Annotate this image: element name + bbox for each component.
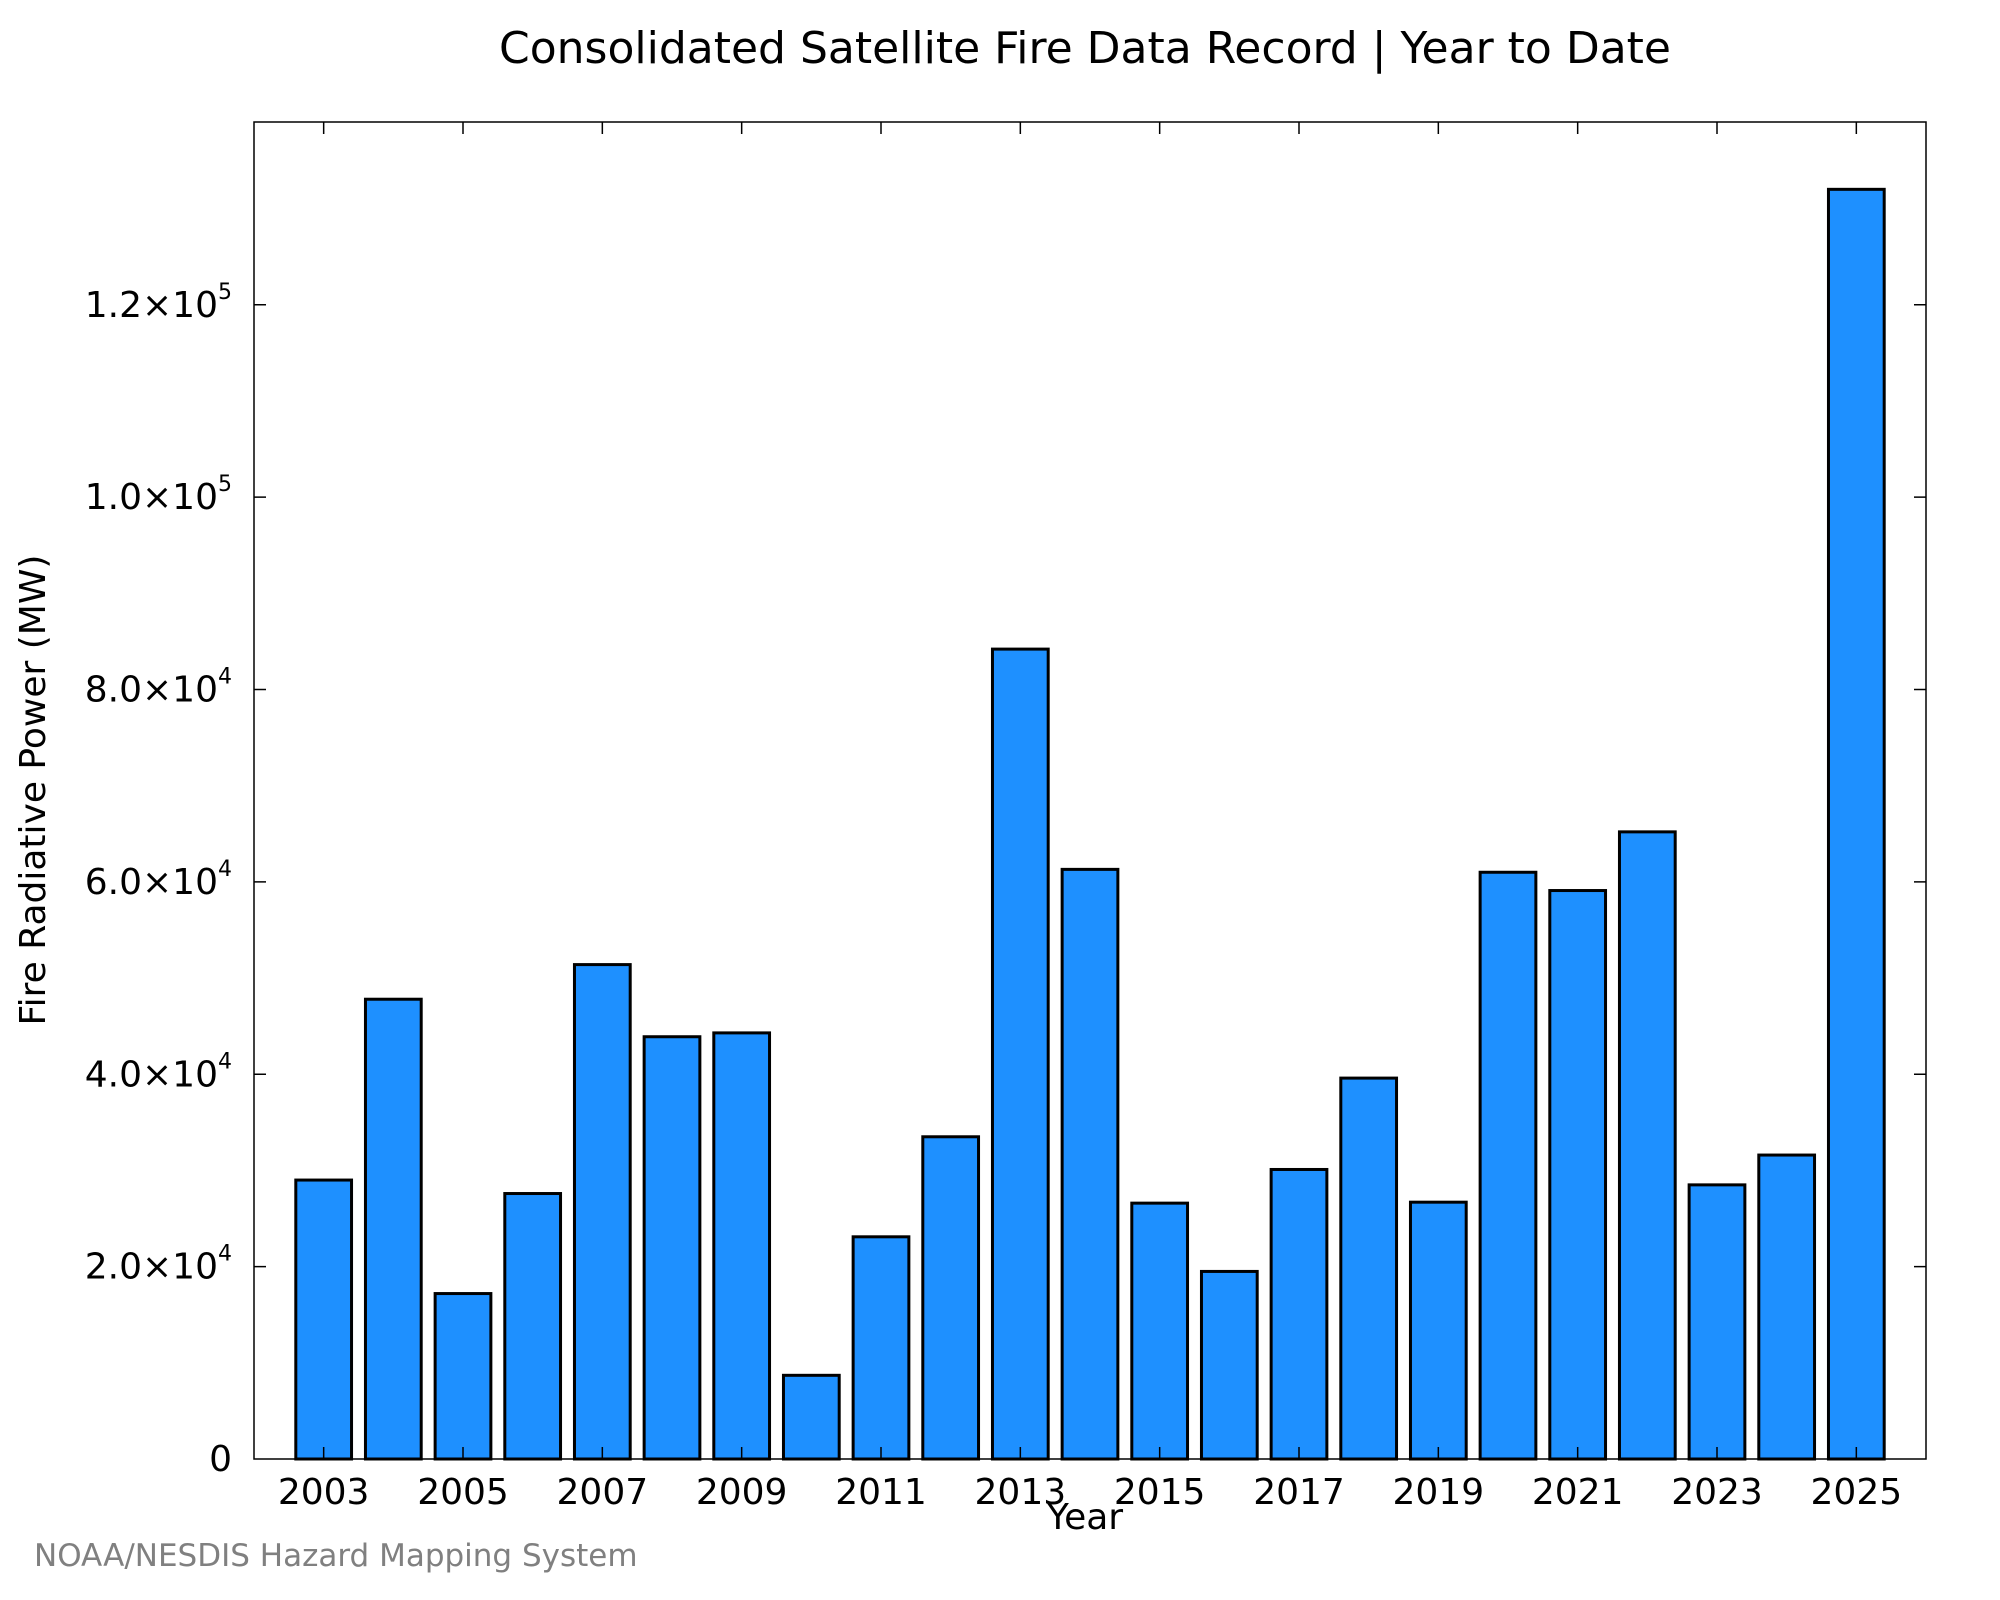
bar-2015 bbox=[1130, 1201, 1190, 1461]
bar-2014 bbox=[1060, 867, 1120, 1461]
axis-ticks bbox=[254, 122, 1926, 1459]
bar-2025 bbox=[1826, 187, 1886, 1461]
bar-2010 bbox=[781, 1373, 841, 1461]
x-tick-label: 2017 bbox=[1253, 1472, 1345, 1513]
bar-2012 bbox=[921, 1135, 981, 1461]
bar-2004 bbox=[363, 997, 423, 1461]
y-tick-label: 2.0×104 bbox=[85, 1242, 232, 1288]
x-tick-label: 2023 bbox=[1671, 1472, 1763, 1513]
x-tick-label: 2019 bbox=[1393, 1472, 1485, 1513]
x-tick-label: 2015 bbox=[1114, 1472, 1206, 1513]
bar-2008 bbox=[642, 1035, 702, 1461]
bar-2022 bbox=[1617, 830, 1677, 1461]
bar-2006 bbox=[503, 1192, 563, 1461]
y-tick-label: 1.0×105 bbox=[85, 472, 232, 518]
bar-2013 bbox=[990, 647, 1050, 1461]
bar-2018 bbox=[1339, 1076, 1399, 1461]
bar-2016 bbox=[1199, 1269, 1259, 1461]
bar-2024 bbox=[1757, 1153, 1817, 1461]
y-tick-labels: 0 2.0×104 4.0×104 6.0×104 8.0×104 1.0×105 1.2×… bbox=[85, 280, 232, 1480]
bar-2009 bbox=[712, 1031, 772, 1461]
x-tick-label: 2011 bbox=[835, 1472, 927, 1513]
y-tick-label: 6.0×104 bbox=[85, 857, 232, 903]
bar-2007 bbox=[572, 963, 632, 1461]
x-tick-label: 2007 bbox=[557, 1472, 649, 1513]
bar-2005 bbox=[433, 1292, 493, 1461]
x-tick-label: 2025 bbox=[1811, 1472, 1903, 1513]
y-tick-label: 4.0×104 bbox=[85, 1049, 232, 1095]
bar-2017 bbox=[1269, 1167, 1329, 1461]
bar-2019 bbox=[1408, 1200, 1468, 1461]
bar-2020 bbox=[1478, 870, 1538, 1461]
bars bbox=[294, 187, 1886, 1461]
bar-2003 bbox=[294, 1178, 354, 1461]
x-tick-label: 2003 bbox=[278, 1472, 370, 1513]
bar-2021 bbox=[1548, 889, 1608, 1461]
x-tick-label: 2009 bbox=[696, 1472, 788, 1513]
x-tick-label: 2013 bbox=[975, 1472, 1067, 1513]
bar-2011 bbox=[851, 1235, 911, 1461]
chart-title: Consolidated Satellite Fire Data Record … bbox=[499, 23, 1671, 74]
x-tick-label: 2021 bbox=[1532, 1472, 1624, 1513]
y-tick-label: 0 bbox=[209, 1439, 232, 1480]
x-tick-labels: 2003 2005 2007 2009 2011 2013 2015 2017 2019 2021… bbox=[278, 1472, 1902, 1513]
plot-frame bbox=[253, 121, 1927, 1460]
y-tick-label: 8.0×104 bbox=[85, 665, 232, 711]
y-axis-label: Fire Radiative Power (MW) bbox=[13, 555, 54, 1026]
source-credit: NOAA/NESDIS Hazard Mapping System bbox=[34, 1538, 638, 1574]
y-tick-label: 1.2×105 bbox=[85, 280, 232, 326]
bar-2023 bbox=[1687, 1183, 1747, 1461]
x-tick-label: 2005 bbox=[417, 1472, 509, 1513]
x-axis-label: Year bbox=[1046, 1497, 1123, 1538]
